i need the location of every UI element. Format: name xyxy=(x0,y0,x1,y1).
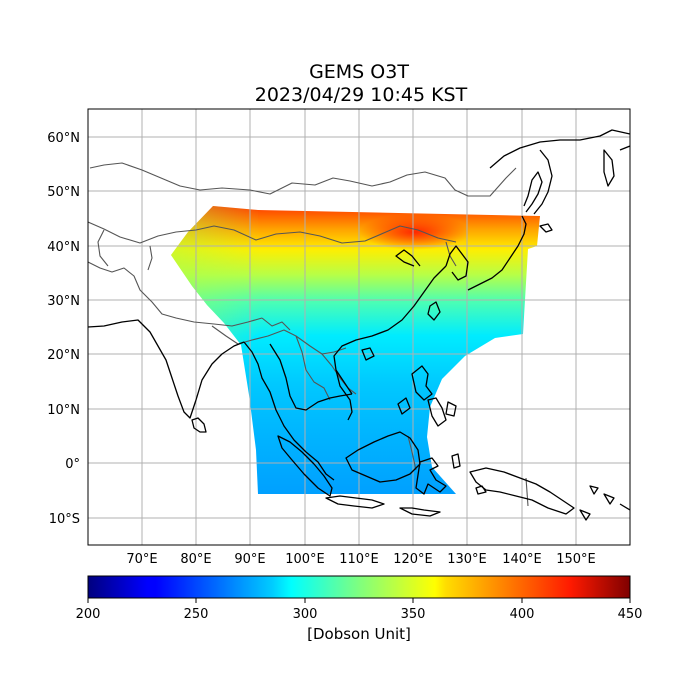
colorbar-gradient xyxy=(87,575,631,599)
lon-tick-label: 120°E xyxy=(393,552,433,567)
lat-tick-label: 50°N xyxy=(47,185,80,200)
ozone-maximum xyxy=(360,214,470,250)
lat-tick-label: 40°N xyxy=(47,240,80,255)
lat-tick-label: 30°N xyxy=(47,294,80,309)
colorbar-tick-label: 200 xyxy=(76,607,101,622)
colorbar: 200 250 300 350 400 450 [Dobson Unit] xyxy=(76,575,643,643)
colorbar-ticks xyxy=(87,598,631,603)
lon-tick-label: 80°E xyxy=(180,552,211,567)
map-panel xyxy=(87,108,631,546)
lon-tick-label: 130°E xyxy=(447,552,487,567)
colorbar-tick-label: 350 xyxy=(401,607,426,622)
colorbar-tick-label: 400 xyxy=(510,607,535,622)
lon-tick-label: 90°E xyxy=(234,552,265,567)
lon-tick-label: 110°E xyxy=(339,552,379,567)
lon-tick-label: 100°E xyxy=(285,552,325,567)
ozone-swath xyxy=(171,206,540,494)
lat-tick-label: 10°N xyxy=(47,403,80,418)
lon-tick-label: 140°E xyxy=(502,552,542,567)
colorbar-label: [Dobson Unit] xyxy=(307,625,411,643)
country-borders xyxy=(88,162,529,507)
lat-tick-label: 20°N xyxy=(47,348,80,363)
ozone-swath-west-band xyxy=(171,206,262,345)
lat-axis: 60°N 50°N 40°N 30°N 20°N 10°N 0° 10°S xyxy=(47,131,80,527)
lat-tick-label: 0° xyxy=(65,457,80,472)
lon-axis: 70°E 80°E 90°E 100°E 110°E 120°E 130°E 1… xyxy=(126,552,595,567)
colorbar-tick-label: 250 xyxy=(184,607,209,622)
colorbar-tick-label: 300 xyxy=(293,607,318,622)
colorbar-tick-label: 450 xyxy=(618,607,643,622)
lon-tick-label: 70°E xyxy=(126,552,157,567)
map-frame xyxy=(87,108,631,546)
map-title-line2: 2023/04/29 10:45 KST xyxy=(255,84,468,106)
lon-tick-label: 150°E xyxy=(556,552,596,567)
map-title-line1: GEMS O3T xyxy=(309,61,409,83)
lat-tick-label: 60°N xyxy=(47,131,80,146)
coastlines xyxy=(88,129,630,521)
lat-tick-label: 10°S xyxy=(49,512,80,527)
